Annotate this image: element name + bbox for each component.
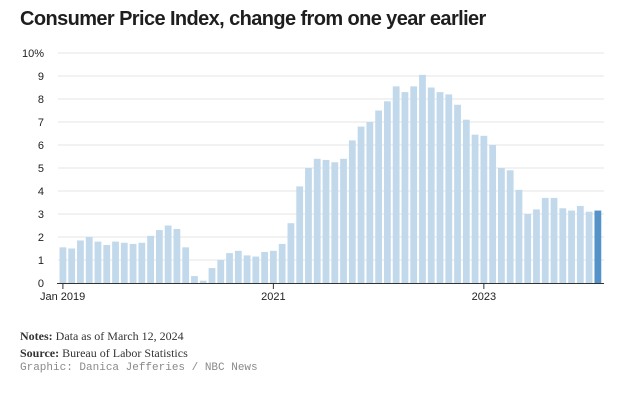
bar-mar-2022 xyxy=(392,86,400,283)
bars xyxy=(59,74,602,284)
bar-jul-2020 xyxy=(217,260,225,283)
bar-aug-2020 xyxy=(226,253,233,283)
notes-text: Data as of March 12, 2024 xyxy=(55,329,184,343)
bar-feb-2022 xyxy=(383,101,391,283)
y-tick-label: 8 xyxy=(38,94,44,106)
bar-oct-2019 xyxy=(138,242,146,283)
y-tick-label: 10% xyxy=(22,48,44,60)
bar-nov-2020 xyxy=(252,256,260,283)
bar-jul-2021 xyxy=(322,159,330,283)
bar-sep-2020 xyxy=(234,250,242,283)
bar-mar-2020 xyxy=(182,247,190,283)
bar-oct-2023 xyxy=(559,208,567,283)
bar-jan-2019 xyxy=(59,247,67,283)
notes-block: Notes: Data as of March 12, 2024 Source:… xyxy=(20,328,188,362)
bar-nov-2022 xyxy=(462,119,470,283)
bar-jan-2023 xyxy=(480,135,488,283)
bar-jun-2023 xyxy=(524,214,532,283)
bar-apr-2023 xyxy=(506,170,514,283)
bar-jun-2019 xyxy=(103,245,111,283)
y-tick-label: 7 xyxy=(38,117,44,129)
source-label: Source: xyxy=(20,346,60,360)
bar-aug-2023 xyxy=(541,197,549,283)
bar-may-2022 xyxy=(410,86,418,283)
bar-feb-2021 xyxy=(278,243,286,283)
bar-nov-2021 xyxy=(357,126,365,283)
bar-may-2019 xyxy=(94,241,102,283)
chart-title: Consumer Price Index, change from one ye… xyxy=(20,8,486,30)
bar-sep-2021 xyxy=(340,158,347,283)
x-tick-label: 2023 xyxy=(472,291,496,303)
cpi-bar-chart: 0 1 2 3 4 5 6 7 8 9 10% Jan 2019 2021 2023 xyxy=(22,48,604,303)
bar-jul-2022 xyxy=(427,87,435,283)
y-tick-label: 3 xyxy=(38,209,44,221)
bar-feb-2023 xyxy=(489,145,497,283)
bar-jun-2020 xyxy=(208,268,216,283)
bar-feb-2024 xyxy=(594,210,602,283)
graphic-credit: Graphic: Danica Jefferies / NBC News xyxy=(20,362,258,374)
bar-feb-2019 xyxy=(68,248,76,283)
bar-jan-2021 xyxy=(269,250,277,283)
bar-aug-2021 xyxy=(331,162,339,283)
source-line: Source: Bureau of Labor Statistics xyxy=(20,345,188,362)
y-tick-label: 6 xyxy=(38,140,44,152)
x-tick-label: 2021 xyxy=(261,291,285,303)
bar-may-2023 xyxy=(515,189,523,283)
y-tick-label: 2 xyxy=(38,232,44,244)
bar-nov-2019 xyxy=(147,235,154,283)
bar-oct-2021 xyxy=(348,140,356,283)
y-tick-label: 0 xyxy=(38,278,44,290)
bar-sep-2022 xyxy=(445,94,453,284)
bar-jan-2024 xyxy=(585,211,593,283)
bar-dec-2023 xyxy=(576,205,584,283)
bar-feb-2020 xyxy=(173,228,181,283)
bar-mar-2023 xyxy=(498,168,505,283)
bar-jul-2019 xyxy=(112,241,119,283)
bar-may-2021 xyxy=(305,168,312,283)
bar-dec-2019 xyxy=(155,230,163,283)
x-axis-ticks: Jan 2019 2021 2023 xyxy=(40,284,496,303)
bar-jan-2020 xyxy=(164,225,172,283)
bar-jan-2022 xyxy=(375,110,383,283)
y-tick-label: 4 xyxy=(38,186,44,198)
bar-jun-2021 xyxy=(313,158,321,283)
y-tick-label: 1 xyxy=(38,255,44,267)
bar-dec-2021 xyxy=(366,122,374,283)
bar-sep-2023 xyxy=(550,197,558,283)
bar-mar-2021 xyxy=(287,223,295,283)
bar-aug-2022 xyxy=(436,92,444,283)
bar-apr-2021 xyxy=(296,186,304,283)
notes-line: Notes: Data as of March 12, 2024 xyxy=(20,328,188,345)
notes-label: Notes: xyxy=(20,329,53,343)
bar-mar-2019 xyxy=(77,240,84,283)
y-axis-ticks: 0 1 2 3 4 5 6 7 8 9 10% xyxy=(22,48,44,290)
bar-may-2020 xyxy=(199,280,207,283)
y-tick-label: 9 xyxy=(38,71,44,83)
bar-oct-2020 xyxy=(243,255,251,283)
bar-dec-2022 xyxy=(471,134,479,283)
bar-apr-2019 xyxy=(85,237,93,283)
bar-apr-2020 xyxy=(191,276,198,283)
bar-jun-2022 xyxy=(419,74,426,283)
bar-oct-2022 xyxy=(454,104,461,283)
bar-dec-2020 xyxy=(261,251,269,283)
y-tick-label: 5 xyxy=(38,163,44,175)
bar-aug-2019 xyxy=(120,242,128,283)
x-tick-label: Jan 2019 xyxy=(40,291,85,303)
bar-apr-2022 xyxy=(401,92,409,283)
bar-nov-2023 xyxy=(568,210,575,283)
bar-sep-2019 xyxy=(129,243,137,283)
bar-jul-2023 xyxy=(533,209,540,283)
source-text: Bureau of Labor Statistics xyxy=(62,346,188,360)
